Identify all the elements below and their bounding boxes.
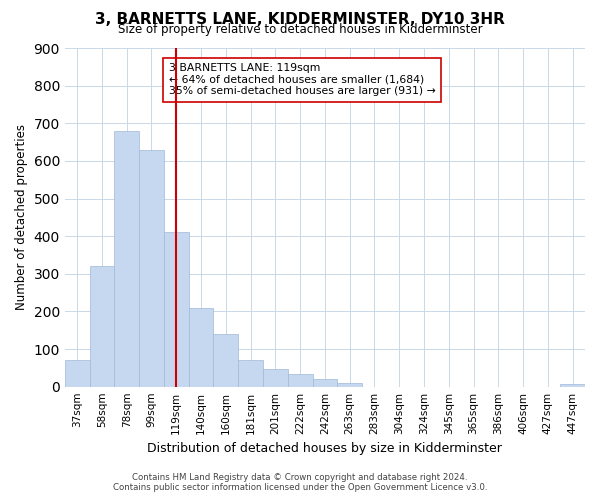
Bar xyxy=(337,383,362,386)
Text: Contains HM Land Registry data © Crown copyright and database right 2024.
Contai: Contains HM Land Registry data © Crown c… xyxy=(113,473,487,492)
Bar xyxy=(139,150,164,386)
X-axis label: Distribution of detached houses by size in Kidderminster: Distribution of detached houses by size … xyxy=(148,442,502,455)
Bar xyxy=(164,232,188,386)
Text: 3, BARNETTS LANE, KIDDERMINSTER, DY10 3HR: 3, BARNETTS LANE, KIDDERMINSTER, DY10 3H… xyxy=(95,12,505,28)
Bar xyxy=(65,360,89,386)
Bar xyxy=(263,368,288,386)
Bar xyxy=(288,374,313,386)
Text: 3 BARNETTS LANE: 119sqm
← 64% of detached houses are smaller (1,684)
35% of semi: 3 BARNETTS LANE: 119sqm ← 64% of detache… xyxy=(169,63,436,96)
Bar xyxy=(214,334,238,386)
Bar xyxy=(560,384,585,386)
Bar xyxy=(89,266,115,386)
Bar xyxy=(238,360,263,386)
Y-axis label: Number of detached properties: Number of detached properties xyxy=(15,124,28,310)
Bar xyxy=(188,308,214,386)
Bar xyxy=(115,131,139,386)
Text: Size of property relative to detached houses in Kidderminster: Size of property relative to detached ho… xyxy=(118,22,482,36)
Bar xyxy=(313,379,337,386)
